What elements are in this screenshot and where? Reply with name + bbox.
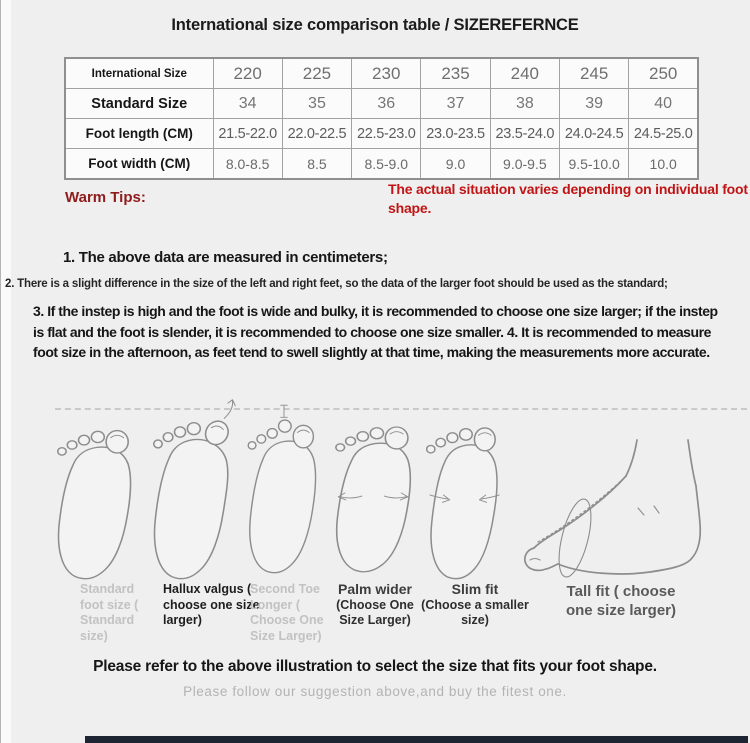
size-cell: 37 <box>420 88 491 119</box>
table-row: Foot width (CM) 8.0-8.5 8.5 8.5-9.0 9.0 9.0-9… <box>64 148 699 180</box>
size-cell: 220 <box>212 57 283 89</box>
standard-foot-illustration <box>56 429 132 580</box>
size-cell: 23.5-24.0 <box>489 118 560 149</box>
girth-measure-loop <box>558 498 592 578</box>
size-cell: 240 <box>489 57 560 89</box>
slim-fit-foot-illustration <box>425 427 500 580</box>
palm-wider-foot-illustration <box>335 426 412 573</box>
size-cell: 8.5 <box>281 148 353 180</box>
size-cell: 39 <box>558 88 630 119</box>
toe-alignment-dashed-line <box>55 408 747 410</box>
tip-2: 2. There is a slight difference in the s… <box>5 278 668 290</box>
foot-label-palm-wider-sub: (Choose One Size Larger) <box>336 597 414 627</box>
size-cell: 24.0-24.5 <box>558 118 630 149</box>
tall-fit-foot-illustration <box>524 439 702 578</box>
hallux-valgus-foot-illustration <box>152 399 236 580</box>
warm-tips-heading: Warm Tips: <box>65 189 146 206</box>
tip-3: 3. If the instep is high and the foot is… <box>33 303 718 360</box>
size-cell: 21.5-22.0 <box>212 118 283 149</box>
size-comparison-table: International Size 220 225 230 235 240 245 250 S… <box>64 57 700 180</box>
size-cell: 245 <box>558 57 630 89</box>
size-cell: 10.0 <box>628 148 699 180</box>
footer-instruction: Please refer to the above illustration t… <box>93 658 657 675</box>
foot-label-slim-fit: Slim fit (Choose a smaller size) <box>420 581 530 628</box>
page-title: International size comparison table / SI… <box>171 16 579 34</box>
row-label: Foot length (CM) <box>64 118 214 149</box>
size-cell: 230 <box>351 57 422 89</box>
instep-dotted-line <box>537 479 623 543</box>
size-cell: 8.5-9.0 <box>351 148 422 180</box>
table-row: Standard Size 34 35 36 37 38 39 40 <box>64 88 699 119</box>
ankle-marks <box>637 505 660 516</box>
size-cell: 9.0-9.5 <box>489 148 560 180</box>
size-cell: 38 <box>489 88 560 119</box>
size-cell: 250 <box>628 57 699 89</box>
table-row: Foot length (CM) 21.5-22.0 22.0-22.5 22.5-2… <box>64 118 699 149</box>
footer-suggestion: Please follow our suggestion above,and b… <box>183 684 567 699</box>
size-cell: 8.0-8.5 <box>212 148 283 180</box>
bottom-divider-bar <box>85 736 748 743</box>
second-toe-longer-foot-illustration <box>247 404 317 574</box>
foot-label-slim-fit-sub: (Choose a smaller size) <box>421 597 529 627</box>
size-cell: 34 <box>212 88 283 119</box>
foot-label-palm-wider: Palm wider (Choose One Size Larger) <box>325 581 425 628</box>
foot-label-second-toe-longer: Second Toe Longer ( Choose One Size Larg… <box>250 582 324 643</box>
row-label: International Size <box>64 57 214 89</box>
individual-foot-shape-note: The actual situation varies depending on… <box>388 181 748 216</box>
size-cell: 40 <box>628 88 699 119</box>
foot-label-palm-wider-title: Palm wider <box>338 581 412 597</box>
outward-toe-arrow <box>223 399 236 419</box>
size-cell: 235 <box>420 57 491 89</box>
size-cell: 9.0 <box>420 148 491 180</box>
size-cell: 22.5-23.0 <box>351 118 422 149</box>
outward-width-arrows <box>337 492 409 501</box>
size-cell: 36 <box>351 88 422 119</box>
table-row: International Size 220 225 230 235 240 245 250 <box>64 57 699 89</box>
foot-label-slim-fit-title: Slim fit <box>451 581 499 597</box>
row-label: Standard Size <box>64 88 214 119</box>
inward-width-arrows <box>429 494 500 503</box>
size-cell: 9.5-10.0 <box>558 148 630 180</box>
size-cell: 24.5-25.0 <box>628 118 699 149</box>
foot-label-standard: Standard foot size ( Standard size) <box>80 582 139 643</box>
row-label: Foot width (CM) <box>64 148 214 180</box>
size-cell: 225 <box>281 57 353 89</box>
foot-label-hallux-valgus: Hallux valgus ( choose one size larger) <box>163 582 260 627</box>
tip-1: 1. The above data are measured in centim… <box>63 249 388 266</box>
size-cell: 35 <box>281 88 353 119</box>
foot-label-tall-fit: Tall fit ( choose one size larger) <box>565 583 677 619</box>
size-cell: 22.0-22.5 <box>281 118 353 149</box>
left-margin-strip <box>0 0 11 743</box>
size-table-body: International Size 220 225 230 235 240 245 250 S… <box>64 57 699 180</box>
toe-length-mark <box>280 404 288 418</box>
size-cell: 23.0-23.5 <box>420 118 491 149</box>
